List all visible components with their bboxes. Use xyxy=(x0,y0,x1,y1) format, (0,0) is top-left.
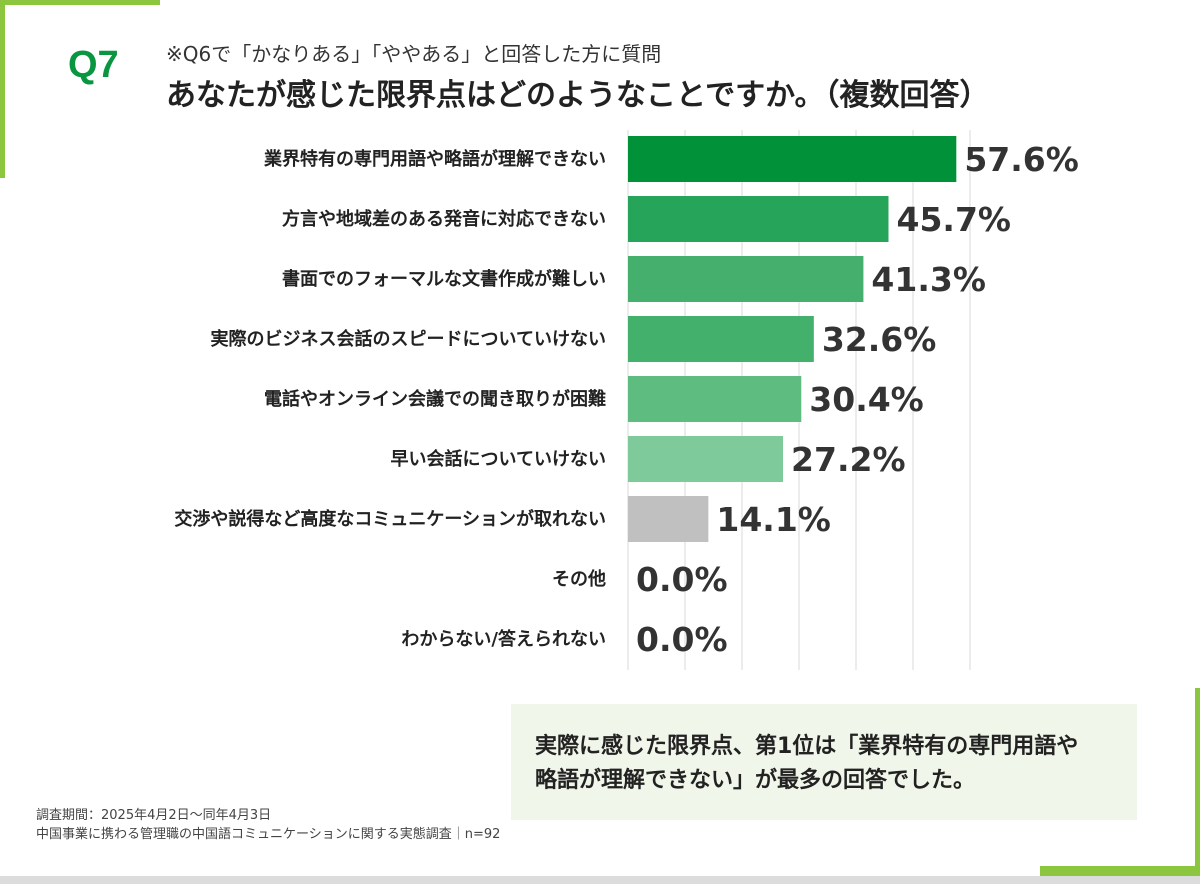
value-label: 41.3% xyxy=(871,260,986,299)
corner-accent-bottom xyxy=(1040,866,1200,876)
corner-accent-left xyxy=(0,0,5,178)
value-label: 0.0% xyxy=(636,620,728,659)
category-label: 電話やオンライン会議での聞き取りが困難 xyxy=(264,388,606,410)
question-title: あなたが感じた限界点はどのようなことですか。（複数回答） xyxy=(166,78,990,113)
category-label: 交渉や説得など高度なコミュニケーションが取れない xyxy=(174,508,606,530)
corner-accent-right xyxy=(1195,688,1200,884)
summary-text: 実際に感じた限界点、第1位は「業界特有の専門用語や 略語が理解できない」が最多の… xyxy=(535,734,1079,793)
bar-chart: 業界特有の専門用語や略語が理解できない 57.6% 方言や地域差のある発音に対応でき… xyxy=(174,130,1079,670)
bar xyxy=(628,136,957,182)
summary-callout: 実際に感じた限界点、第1位は「業界特有の専門用語や 略語が理解できない」が最多の… xyxy=(511,704,1137,820)
bar xyxy=(628,376,802,422)
survey-period: 調査期間：2025年4月2日〜同年4月3日 xyxy=(36,808,272,823)
category-label: 早い会話についていけない xyxy=(391,448,606,470)
footer: 調査期間：2025年4月2日〜同年4月3日 中国事業に携わる管理職の中国語コミュ… xyxy=(36,806,500,844)
value-label: 14.1% xyxy=(716,500,831,539)
value-label: 45.7% xyxy=(896,200,1011,239)
bar xyxy=(628,196,889,242)
category-label: 方言や地域差のある発音に対応できない xyxy=(282,208,606,230)
value-label: 0.0% xyxy=(636,560,728,599)
category-label: 実際のビジネス会話のスピードについていけない xyxy=(211,328,606,350)
category-label: その他 xyxy=(552,568,606,590)
bar xyxy=(628,316,814,362)
question-number: Q7 xyxy=(68,44,119,86)
bar xyxy=(628,436,784,482)
value-label: 30.4% xyxy=(809,380,924,419)
survey-name: 中国事業に携わる管理職の中国語コミュニケーションに関する実態調査｜n=92 xyxy=(36,827,501,842)
bottom-border xyxy=(0,876,1200,884)
category-label: 書面でのフォーマルな文書作成が難しい xyxy=(282,268,606,290)
corner-accent-top xyxy=(0,0,160,5)
value-label: 32.6% xyxy=(822,320,937,359)
category-label: 業界特有の専門用語や略語が理解できない xyxy=(263,148,606,170)
value-label: 27.2% xyxy=(791,440,906,479)
value-label: 57.6% xyxy=(964,140,1079,179)
question-subtitle: ※Q6で「かなりある」「ややある」と回答した方に質問 xyxy=(166,42,662,66)
bar xyxy=(628,496,709,542)
category-label: わからない/答えられない xyxy=(401,628,606,650)
bar xyxy=(628,256,864,302)
